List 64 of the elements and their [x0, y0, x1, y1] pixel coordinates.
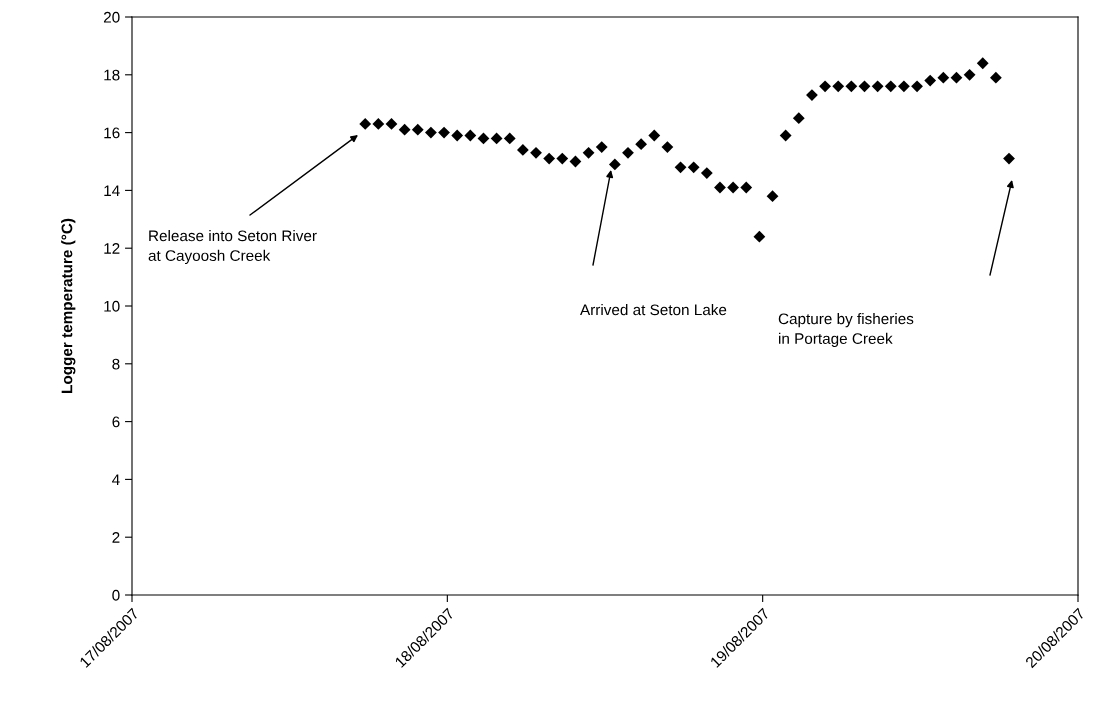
point: [490, 132, 503, 145]
y-tick-label: 8: [112, 358, 120, 370]
point: [661, 141, 674, 153]
point: [911, 80, 923, 93]
point: [477, 132, 490, 145]
point: [503, 132, 516, 145]
point: [464, 129, 477, 142]
point: [714, 181, 726, 194]
y-tick-label: 18: [104, 69, 120, 81]
point: [727, 181, 739, 194]
point: [806, 89, 818, 101]
y-tick-label: 4: [112, 474, 120, 485]
point: [687, 161, 700, 174]
point: [438, 126, 450, 139]
y-tick-label: 12: [104, 243, 120, 254]
point: [740, 181, 753, 194]
y-tick-label: 10: [104, 300, 120, 312]
y-tick-label: 0: [112, 589, 120, 601]
point: [622, 146, 634, 159]
point: [674, 161, 687, 174]
annotation: Arrived at Seton Lake: [580, 304, 727, 316]
point: [766, 190, 779, 203]
point: [832, 80, 845, 93]
point: [451, 129, 464, 142]
point: [753, 230, 766, 243]
point: [530, 146, 542, 159]
point: [582, 146, 595, 159]
point: [937, 71, 950, 84]
point: [516, 144, 529, 156]
point: [635, 138, 648, 151]
point: [989, 71, 1002, 84]
point: [648, 129, 661, 142]
y-tick-label: 2: [112, 532, 120, 543]
point: [871, 80, 884, 93]
point: [924, 74, 937, 87]
annotation: Release into Seton River at Cayoosh Creek: [148, 230, 317, 265]
point: [608, 158, 621, 171]
y-axis-title: Logger temperature (°C): [61, 218, 76, 393]
point: [359, 118, 372, 130]
point: [411, 123, 424, 136]
point: [385, 118, 398, 130]
point: [845, 80, 858, 93]
point: [779, 129, 792, 142]
y-tick-label: 6: [112, 416, 120, 428]
point: [950, 71, 963, 84]
annotation: Capture by fisheries in Portage Creek: [778, 313, 914, 348]
point: [543, 152, 556, 165]
point: [556, 152, 569, 165]
point: [963, 68, 976, 81]
point: [1003, 152, 1015, 165]
y-tick-label: 16: [104, 127, 120, 139]
point: [792, 112, 805, 125]
point: [819, 80, 831, 93]
point: [976, 57, 989, 70]
point: [898, 80, 910, 93]
point: [700, 167, 713, 179]
point: [595, 141, 608, 153]
y-tick-label: 20: [103, 11, 120, 23]
point: [398, 123, 411, 136]
point: [425, 126, 437, 139]
point: [884, 80, 897, 93]
point: [372, 118, 385, 130]
point: [858, 80, 871, 93]
y-tick-label: 14: [104, 185, 120, 196]
